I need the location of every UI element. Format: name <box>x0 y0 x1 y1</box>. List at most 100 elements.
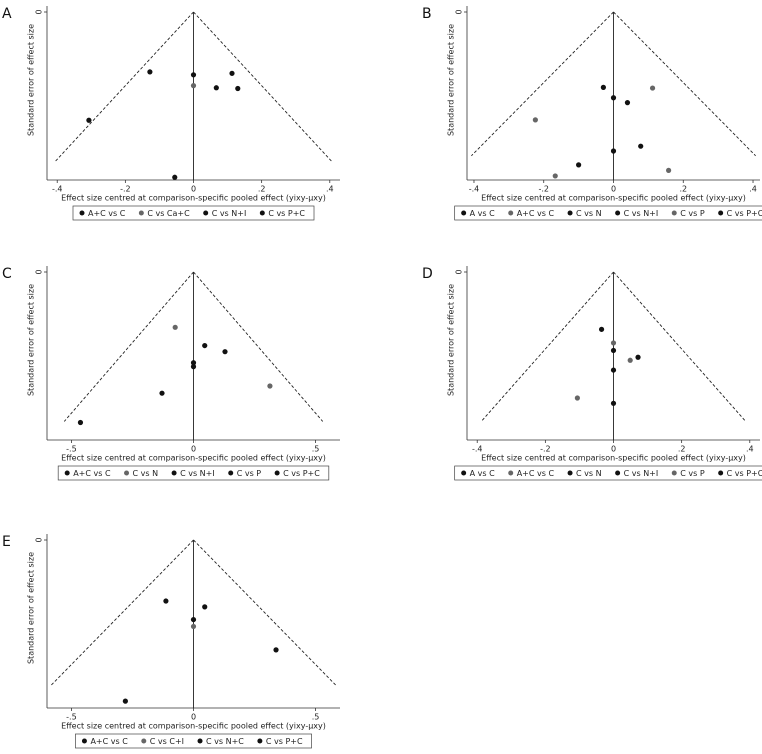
legend-box <box>75 733 312 749</box>
legend-label: A+C vs C <box>517 209 555 218</box>
x-tick-label: .5 <box>312 445 320 454</box>
point <box>159 390 165 396</box>
legend-label: C vs N <box>576 209 602 218</box>
y-axis-label: Standard error of effect size <box>27 24 36 136</box>
point <box>190 83 197 89</box>
x-axis-label: Effect size centred at comparison-specif… <box>481 194 746 203</box>
point <box>598 326 605 332</box>
x-axis-label: Effect size centred at comparison-specif… <box>61 194 326 203</box>
point <box>86 117 92 123</box>
panel: C Standard error of effect size Effect siz… <box>2 266 340 481</box>
legend: A+C vs C C vs C+I C vs N+C C vs P+C <box>75 733 312 749</box>
funnel-line <box>51 539 194 686</box>
legend-label: A+C vs C <box>90 737 128 746</box>
point <box>163 598 169 604</box>
legend-marker <box>228 470 234 476</box>
point <box>576 162 582 168</box>
legend-label: C vs Ca+C <box>147 209 190 218</box>
point <box>610 340 617 346</box>
x-tick-label: .2 <box>678 445 686 454</box>
funnel-line <box>613 271 747 422</box>
legend-marker <box>461 470 467 476</box>
x-tick-label: -.2 <box>538 185 549 194</box>
legend-marker <box>203 210 209 216</box>
point <box>666 167 672 173</box>
point <box>190 72 197 78</box>
point <box>147 69 153 75</box>
point <box>624 100 631 106</box>
point <box>610 347 617 354</box>
legend-marker <box>671 470 677 476</box>
legend-marker <box>671 210 677 216</box>
panel: E Standard error of effect size Effect siz… <box>2 534 340 749</box>
legend-marker <box>81 738 87 744</box>
panel-label: B <box>422 6 432 22</box>
point <box>190 616 197 623</box>
x-tick-label: .4 <box>746 445 754 454</box>
y-tick-label: 0 <box>35 269 44 274</box>
x-tick-label: 0 <box>191 185 196 194</box>
point <box>610 400 617 406</box>
point <box>638 143 644 149</box>
y-axis-label: Standard error of effect size <box>447 284 456 396</box>
legend: A vs C A+C vs C C vs N C vs N+I C vs P C vs P… <box>454 205 762 221</box>
point <box>190 360 197 366</box>
legend-marker <box>274 470 280 476</box>
funnel-line <box>471 11 614 157</box>
funnel-line <box>193 539 336 686</box>
legend-marker <box>138 210 144 216</box>
point <box>600 84 606 90</box>
point <box>190 623 197 630</box>
legend-label: C vs N+I <box>180 469 215 478</box>
legend-label: C vs N+I <box>212 209 247 218</box>
legend-label: C vs P+C <box>727 209 762 218</box>
legend-box <box>454 205 762 221</box>
x-tick-label: .2 <box>679 185 687 194</box>
point <box>532 117 538 123</box>
point <box>172 324 178 330</box>
legend: A+C vs C C vs N C vs N+I C vs P C vs P+C <box>57 465 330 481</box>
legend-marker <box>197 738 203 744</box>
legend-label: C vs P+C <box>727 469 762 478</box>
legend-box <box>57 465 330 481</box>
point <box>190 364 197 370</box>
legend-label: C vs C+I <box>150 737 184 746</box>
x-tick-label: 0 <box>611 185 616 194</box>
point <box>172 174 178 180</box>
point <box>610 148 617 154</box>
panel: D Standard error of effect size Effect siz… <box>422 266 762 481</box>
point <box>122 698 128 704</box>
legend-marker <box>508 470 514 476</box>
x-tick-label: .2 <box>258 185 266 194</box>
panel-label: E <box>2 534 11 550</box>
legend-label: C vs P <box>680 469 705 478</box>
x-tick-label: 0 <box>191 713 196 722</box>
legend-label: C vs P <box>680 209 705 218</box>
legend-marker <box>718 210 724 216</box>
funnel-line <box>613 11 756 157</box>
legend-marker <box>124 470 130 476</box>
legend-marker <box>718 470 724 476</box>
x-tick-label: -.4 <box>469 185 480 194</box>
point <box>649 85 656 91</box>
legend-label: C vs N+C <box>206 737 244 746</box>
x-tick-label: -.4 <box>472 445 483 454</box>
legend-marker <box>567 210 573 216</box>
legend-label: A vs C <box>470 209 495 218</box>
x-tick-label: -.2 <box>120 185 131 194</box>
legend-label: C vs P <box>237 469 262 478</box>
panel-label: C <box>2 266 12 282</box>
x-tick-label: -.5 <box>66 445 77 454</box>
legend-marker <box>64 470 70 476</box>
point <box>213 85 219 91</box>
x-tick-label: -.5 <box>66 713 77 722</box>
legend-marker <box>141 738 147 744</box>
legend-marker <box>79 210 85 216</box>
legend-label: C vs P+C <box>283 469 320 478</box>
point <box>202 604 208 610</box>
legend-label: C vs N <box>133 469 159 478</box>
legend-marker <box>615 210 621 216</box>
funnel-line <box>480 271 614 422</box>
funnel-line <box>193 11 333 162</box>
